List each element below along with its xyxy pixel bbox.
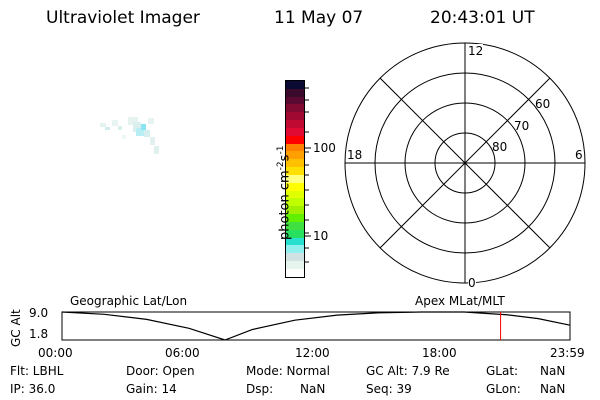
ip-field: IP: 36.0 [10, 382, 56, 396]
aurora-pixel [141, 124, 146, 130]
colorbar-band [286, 167, 304, 175]
mode-field: Mode: Normal [246, 364, 330, 378]
colorbar-band [286, 120, 304, 128]
colorbar-band [286, 143, 304, 152]
mlt-label-6: 6 [575, 148, 583, 162]
colorbar-band [286, 206, 304, 215]
glon-label: GLon: [486, 382, 521, 396]
xtick-1: 06:00 [165, 346, 200, 360]
dsp-value: NaN [300, 382, 326, 396]
glat-label: GLat: [486, 364, 519, 378]
xtick-0: 00:00 [38, 346, 73, 360]
diagonal-2 [379, 77, 551, 249]
colorbar-band [286, 229, 304, 238]
date-label: 11 May 07 [274, 8, 364, 28]
colorbar-band [286, 237, 304, 246]
time-label: 20:43:01 UT [430, 8, 535, 28]
xtick-4: 23:59 [550, 346, 585, 360]
aurora-pixel [136, 128, 144, 136]
colorbar-band [286, 261, 304, 269]
altitude-line [61, 311, 571, 341]
colorbar-band [286, 214, 304, 222]
colorbar-band [286, 112, 304, 121]
mlt-label-18: 18 [347, 148, 363, 162]
colorbar-band [286, 127, 304, 136]
colorbar-band [286, 81, 304, 89]
colorbar-band [286, 182, 304, 191]
colorbar-tick-10: 10 [313, 229, 329, 243]
aurora-pixel [122, 135, 126, 139]
ytick-9: 9.0 [29, 306, 49, 320]
lat-label-70: 70 [514, 119, 530, 133]
filter-field: Flt: LBHL [10, 364, 64, 378]
ytick-1-8: 1.8 [29, 327, 49, 341]
colorbar-band [286, 135, 304, 144]
colorbar-band [286, 151, 304, 160]
aurora-pixel [118, 126, 122, 130]
apex-label: Apex MLat/MLT [415, 294, 505, 308]
geographic-label: Geographic Lat/Lon [70, 294, 188, 308]
aurora-pixel [154, 146, 159, 154]
colorbar-tick-100: 100 [313, 141, 336, 155]
plot-frame [61, 311, 571, 341]
lat-label-60: 60 [535, 97, 551, 111]
aurora-pixel [128, 117, 138, 125]
aurora-pixel [148, 118, 154, 124]
colorbar-band [286, 174, 304, 183]
dsp-label: Dsp: [246, 382, 274, 396]
seq-field: Seq: 39 [366, 382, 412, 396]
colorbar [285, 80, 305, 278]
xtick-2: 12:00 [295, 346, 330, 360]
colorbar-band [286, 253, 304, 262]
colorbar-band [286, 245, 304, 254]
colorbar-band [286, 104, 304, 113]
colorbar-band [286, 198, 304, 207]
mlt-label-12: 12 [468, 44, 484, 58]
colorbar-band [286, 268, 304, 277]
gc-alt-field: GC Alt: 7.9 Re [366, 364, 450, 378]
aurora-pixel [150, 137, 155, 145]
colorbar-band [286, 96, 304, 105]
aurora-pixel [144, 130, 150, 137]
xtick-3: 18:00 [422, 346, 457, 360]
door-field: Door: Open [126, 364, 195, 378]
colorbar-band [286, 88, 304, 97]
glat-value: NaN [540, 364, 566, 378]
colorbar-band [286, 221, 304, 230]
lat-label-80: 80 [492, 140, 508, 154]
aurora-pixel [105, 127, 110, 130]
aurora-pixel [112, 120, 118, 126]
gain-field: Gain: 14 [126, 382, 177, 396]
glon-value: NaN [540, 382, 566, 396]
instrument-title: Ultraviolet Imager [46, 8, 200, 28]
aurora-pixel [133, 122, 141, 132]
aurora-pixel [100, 123, 106, 127]
colorbar-band [286, 190, 304, 199]
colorbar-band [286, 159, 304, 168]
mlt-label-0: 0 [468, 276, 476, 290]
